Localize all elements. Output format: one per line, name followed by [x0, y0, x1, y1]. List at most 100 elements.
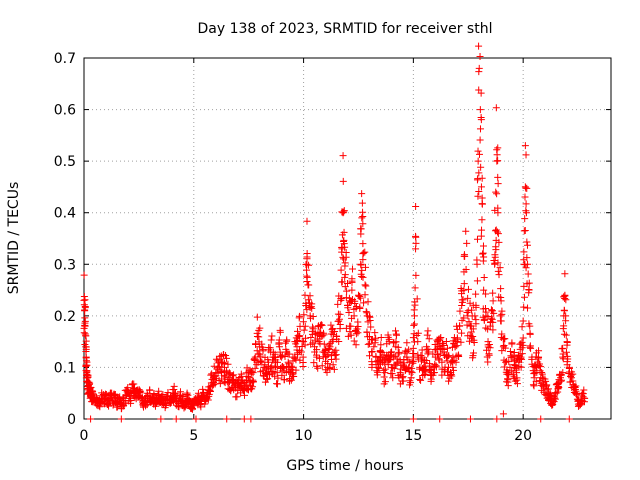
data-point — [314, 364, 322, 372]
data-point — [416, 376, 424, 384]
data-point — [377, 354, 385, 362]
data-point — [414, 351, 422, 359]
data-point — [124, 384, 132, 392]
data-point — [410, 312, 418, 320]
data-point — [401, 347, 409, 355]
data-point — [510, 349, 518, 357]
data-point — [326, 339, 334, 347]
data-point — [424, 327, 432, 335]
data-point — [274, 374, 282, 382]
data-point — [359, 220, 367, 228]
data-point — [377, 360, 385, 368]
data-point — [457, 338, 465, 346]
data-point — [323, 368, 331, 376]
data-point — [366, 317, 374, 325]
data-point — [462, 227, 470, 235]
data-point — [515, 351, 523, 359]
data-point — [568, 368, 576, 376]
data-point — [135, 386, 143, 394]
data-point — [480, 316, 488, 324]
data-point — [295, 312, 303, 320]
data-point — [396, 358, 404, 366]
data-point — [412, 239, 420, 247]
x-tick-label: 5 — [189, 428, 198, 444]
data-point — [306, 303, 314, 311]
data-point — [505, 358, 513, 366]
data-point — [359, 250, 367, 258]
data-point — [240, 415, 248, 423]
data-point — [454, 352, 462, 360]
data-point — [410, 321, 418, 329]
data-point — [283, 336, 291, 344]
data-point — [295, 332, 303, 340]
data-point — [299, 318, 307, 326]
data-point — [377, 341, 385, 349]
data-point — [86, 379, 94, 387]
data-point — [273, 369, 281, 377]
data-point — [347, 331, 355, 339]
data-point — [309, 325, 317, 333]
data-point — [445, 352, 453, 360]
data-point — [493, 228, 501, 236]
data-point — [537, 415, 545, 423]
data-point — [88, 387, 96, 395]
data-point — [493, 151, 501, 159]
data-point — [548, 401, 556, 409]
data-point — [358, 199, 366, 207]
data-point — [482, 324, 490, 332]
data-point — [339, 237, 347, 245]
data-point — [534, 355, 542, 363]
data-point — [500, 341, 508, 349]
data-point — [309, 312, 317, 320]
data-point — [381, 365, 389, 373]
y-tick-label: 0 — [67, 412, 76, 428]
data-point — [448, 358, 456, 366]
data-point — [562, 296, 570, 304]
data-point — [253, 313, 261, 321]
data-point — [523, 184, 531, 192]
data-point — [343, 280, 351, 288]
data-point — [361, 291, 369, 299]
data-point — [199, 385, 207, 393]
data-point — [427, 377, 435, 385]
data-point — [537, 363, 545, 371]
data-point — [348, 278, 356, 286]
data-point — [300, 311, 308, 319]
data-point — [519, 317, 527, 325]
y-tick-label: 0.6 — [54, 103, 76, 119]
data-point — [327, 321, 335, 329]
data-point — [482, 290, 490, 298]
data-point — [560, 330, 568, 338]
data-point — [460, 268, 468, 276]
data-point — [420, 356, 428, 364]
data-point — [580, 386, 588, 394]
data-point — [564, 355, 572, 363]
data-point — [372, 334, 380, 342]
data-point — [408, 364, 416, 372]
data-point — [342, 294, 350, 302]
data-point — [494, 230, 502, 238]
data-point — [142, 402, 150, 410]
data-point — [504, 382, 512, 390]
data-point — [129, 380, 137, 388]
data-point — [464, 285, 472, 293]
data-point — [469, 325, 477, 333]
data-point — [445, 377, 453, 385]
data-point — [579, 393, 587, 401]
data-point — [313, 351, 321, 359]
data-point — [317, 321, 325, 329]
data-point — [338, 278, 346, 286]
data-point — [524, 304, 532, 312]
data-point — [477, 163, 485, 171]
data-point — [146, 386, 154, 394]
data-point — [305, 261, 313, 269]
data-point — [538, 368, 546, 376]
data-point — [551, 394, 559, 402]
data-point — [406, 377, 414, 385]
data-point — [478, 194, 486, 202]
data-point — [358, 266, 366, 274]
data-point — [411, 284, 419, 292]
data-point — [332, 355, 340, 363]
data-point — [447, 371, 455, 379]
data-point — [509, 371, 517, 379]
